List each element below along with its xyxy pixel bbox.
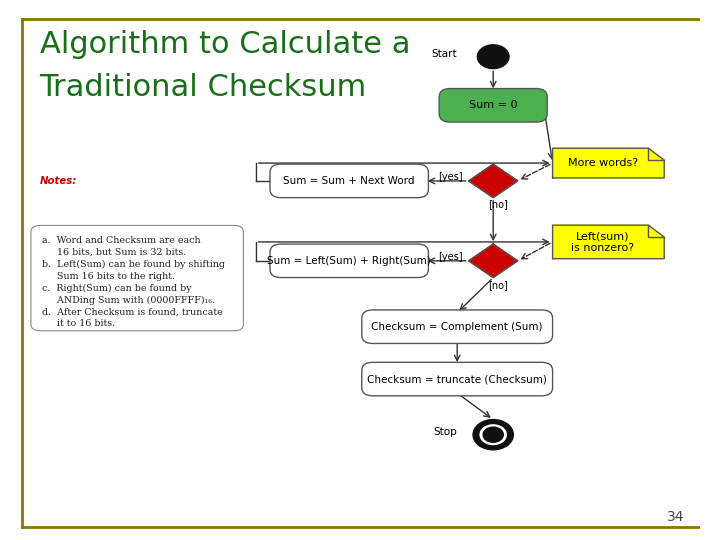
Text: Sum = 0: Sum = 0 (469, 100, 518, 110)
FancyBboxPatch shape (270, 244, 428, 278)
Polygon shape (553, 225, 665, 259)
Text: [yes]: [yes] (438, 252, 462, 262)
Text: a.  Word and Checksum are each: a. Word and Checksum are each (42, 237, 200, 245)
Text: Left(sum)
is nonzero?: Left(sum) is nonzero? (571, 231, 634, 253)
Text: Start: Start (431, 49, 457, 59)
Text: ANDing Sum with (0000FFFF)₁₆.: ANDing Sum with (0000FFFF)₁₆. (42, 296, 215, 305)
FancyBboxPatch shape (270, 164, 428, 198)
Text: 16 bits, but Sum is 32 bits.: 16 bits, but Sum is 32 bits. (42, 248, 186, 257)
Text: [yes]: [yes] (438, 172, 462, 182)
Circle shape (477, 45, 509, 69)
Text: Checksum = Complement (Sum): Checksum = Complement (Sum) (372, 322, 543, 332)
Text: Algorithm to Calculate a: Algorithm to Calculate a (40, 30, 410, 59)
Circle shape (473, 420, 513, 450)
Polygon shape (469, 244, 518, 278)
Text: [no]: [no] (488, 280, 508, 290)
Polygon shape (553, 148, 665, 178)
FancyBboxPatch shape (362, 310, 553, 343)
Circle shape (483, 427, 503, 442)
Polygon shape (469, 164, 518, 198)
Text: Notes:: Notes: (40, 176, 77, 186)
Text: d.  After Checksum is found, truncate: d. After Checksum is found, truncate (42, 308, 222, 316)
Text: Stop: Stop (433, 427, 457, 437)
FancyBboxPatch shape (362, 362, 553, 396)
FancyBboxPatch shape (31, 226, 243, 330)
Text: c.  Right(Sum) can be found by: c. Right(Sum) can be found by (42, 284, 192, 293)
Text: Checksum = truncate (Checksum): Checksum = truncate (Checksum) (367, 374, 547, 384)
FancyBboxPatch shape (439, 89, 547, 122)
Text: Sum = Left(Sum) + Right(Sum): Sum = Left(Sum) + Right(Sum) (267, 256, 431, 266)
Text: Traditional Checksum: Traditional Checksum (40, 73, 367, 102)
Text: it to 16 bits.: it to 16 bits. (42, 320, 115, 328)
Text: b.  Left(Sum) can be found by shifting: b. Left(Sum) can be found by shifting (42, 260, 225, 269)
Text: Sum = Sum + Next Word: Sum = Sum + Next Word (284, 176, 415, 186)
Text: More words?: More words? (567, 158, 638, 168)
Text: [no]: [no] (488, 199, 508, 209)
Circle shape (480, 425, 506, 444)
Text: 34: 34 (667, 510, 684, 524)
Text: Sum 16 bits to the right.: Sum 16 bits to the right. (42, 272, 175, 281)
